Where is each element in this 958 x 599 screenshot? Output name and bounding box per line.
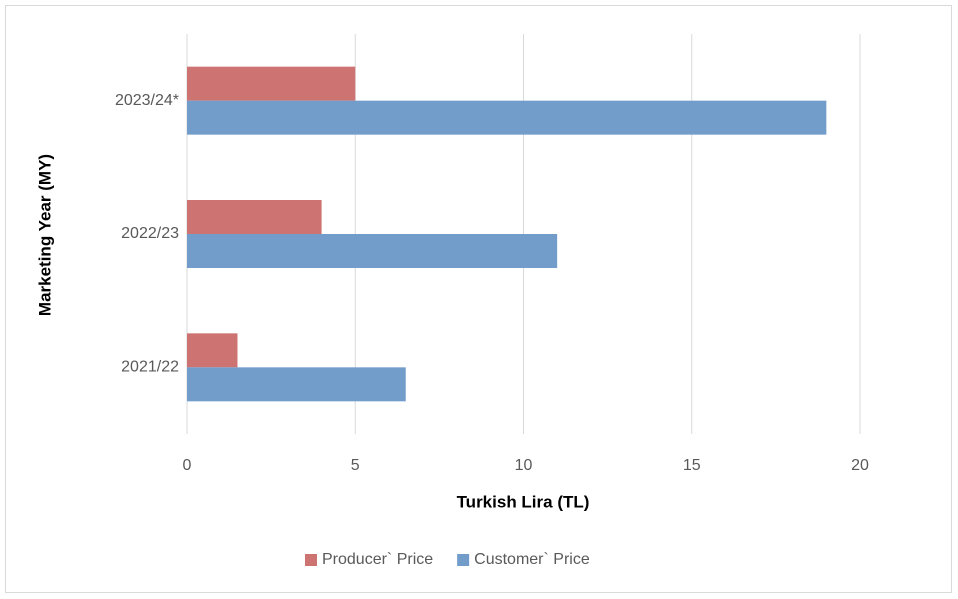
bar — [187, 367, 406, 402]
legend-swatch — [457, 554, 470, 566]
y-tick-label: 2022/23 — [121, 225, 179, 242]
legend-swatch — [305, 554, 317, 566]
bar — [187, 200, 322, 234]
bar — [187, 66, 356, 101]
x-tick-label: 20 — [851, 457, 869, 474]
x-axis-title: Turkish Lira (TL) — [457, 492, 590, 511]
x-tick-label: 15 — [683, 457, 701, 474]
x-tick-label: 5 — [351, 457, 360, 474]
legend-label: Producer` Price — [322, 551, 433, 568]
x-tick-label: 0 — [183, 457, 192, 474]
bar — [187, 333, 238, 368]
bar — [187, 234, 558, 268]
bar — [187, 100, 827, 135]
y-axis-title: Marketing Year (MY) — [35, 154, 54, 316]
y-tick-label: 2023/24* — [115, 92, 179, 109]
legend-label: Customer` Price — [474, 551, 590, 568]
x-tick-label: 10 — [515, 457, 533, 474]
y-tick-label: 2021/22 — [121, 359, 179, 376]
